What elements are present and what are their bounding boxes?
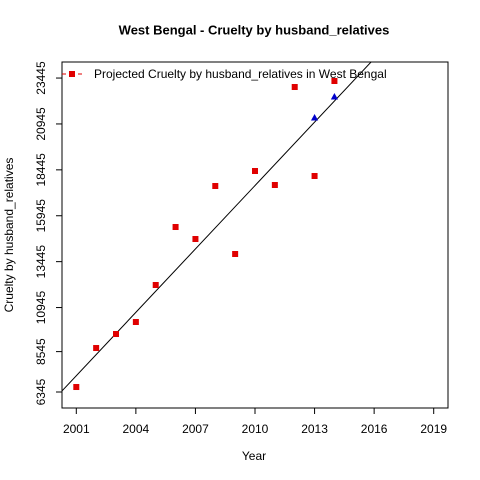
point <box>311 172 318 179</box>
chart-title: West Bengal - Cruelty by husband_relativ… <box>119 22 390 37</box>
point <box>232 250 239 257</box>
point <box>192 236 199 243</box>
point <box>212 183 219 190</box>
x-tick-label: 2019 <box>420 422 447 436</box>
x-tick-label: 2016 <box>361 422 388 436</box>
x-tick-label: 2004 <box>123 422 150 436</box>
trend-line <box>62 62 372 392</box>
legend-label: Projected Cruelty by husband_relatives i… <box>94 67 387 81</box>
y-tick-label: 10945 <box>34 291 48 325</box>
point <box>113 331 120 338</box>
x-axis-label: Year <box>242 449 266 463</box>
point <box>271 181 278 188</box>
plot-area <box>62 62 372 392</box>
y-axis-label: Cruelty by husband_relatives <box>2 158 16 313</box>
point <box>73 384 80 391</box>
y-tick-label: 18445 <box>34 153 48 187</box>
x-tick-label: 2013 <box>301 422 328 436</box>
y-tick-label: 20945 <box>34 107 48 141</box>
point <box>93 345 100 352</box>
point <box>310 114 319 121</box>
y-tick-label: 13445 <box>34 245 48 279</box>
point <box>330 92 339 100</box>
point <box>152 282 159 289</box>
y-tick-label: 15945 <box>34 199 48 233</box>
point <box>291 84 298 91</box>
x-tick-label: 2007 <box>182 422 209 436</box>
point <box>331 78 338 85</box>
point <box>132 319 139 326</box>
y-tick-label: 8545 <box>34 338 48 365</box>
legend-marker <box>69 71 75 77</box>
y-tick-label: 23445 <box>34 61 48 95</box>
point <box>172 224 179 231</box>
x-tick-label: 2001 <box>63 422 90 436</box>
x-tick-label: 2010 <box>242 422 269 436</box>
y-tick-label: 6345 <box>34 378 48 405</box>
point <box>252 168 258 175</box>
